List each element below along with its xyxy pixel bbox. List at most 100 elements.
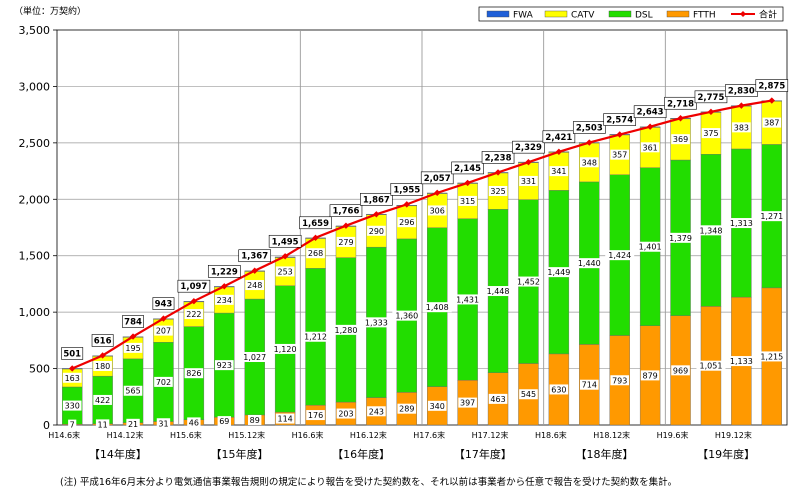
catv-value-label: 357 <box>612 151 627 160</box>
total-value-label: 2,503 <box>576 124 603 134</box>
catv-value-label: 207 <box>156 327 171 336</box>
catv-value-label: 383 <box>734 123 749 132</box>
dsl-label-bg <box>301 331 331 342</box>
catv-value-label: 375 <box>703 129 718 138</box>
catv-value-label: 325 <box>490 187 505 196</box>
total-label-box <box>664 96 697 110</box>
catv-label-bg <box>93 360 112 371</box>
ftth-label-bg <box>95 419 110 430</box>
ftth-label-bg <box>696 360 726 371</box>
ftth-value-label: 289 <box>399 405 414 414</box>
total-label-box <box>152 297 175 310</box>
total-point <box>342 222 350 229</box>
ftth-label-bg <box>68 419 77 430</box>
x-tick-label: H19.6末 <box>657 430 689 440</box>
catv-value-label: 195 <box>125 344 140 353</box>
y-tick-label: 1,500 <box>19 250 51 263</box>
total-point <box>738 102 745 109</box>
legend-label-total: 合計 <box>759 9 777 21</box>
ftth-label-bg <box>336 408 356 419</box>
ftth-value-label: 69 <box>219 417 229 426</box>
x-tick-label: H17.6末 <box>413 430 445 440</box>
y-tick-label: 2,000 <box>19 193 51 206</box>
dsl-value-label: 923 <box>217 361 232 370</box>
total-value-label: 1,229 <box>211 267 238 277</box>
ftth-value-label: 397 <box>460 399 475 408</box>
total-point <box>707 108 715 116</box>
total-label-box <box>207 264 241 278</box>
ftth-label-bg <box>248 414 262 425</box>
total-point <box>555 148 563 155</box>
dsl-value-label: 1,280 <box>335 326 358 335</box>
dsl-label-bg <box>605 250 635 261</box>
total-value-label: 1,097 <box>180 282 207 292</box>
total-value-label: 501 <box>63 349 81 359</box>
catv-label-bg <box>214 294 234 305</box>
dsl-label-bg <box>270 343 300 354</box>
catv-label-bg <box>154 325 173 336</box>
ftth-value-label: 1,215 <box>760 352 783 361</box>
ftth-label-bg <box>306 410 325 421</box>
dsl-value-label: 1,120 <box>274 345 297 354</box>
legend-label-catv: CATV <box>571 11 595 21</box>
dsl-label-bg <box>62 400 82 411</box>
total-point <box>160 315 167 322</box>
dsl-label-bg <box>184 368 204 379</box>
x-tick-label: H16.6末 <box>292 430 324 440</box>
total-label-box <box>572 121 606 134</box>
catv-label-bg <box>427 205 447 216</box>
total-label-box <box>390 183 424 196</box>
total-label-box <box>91 334 114 347</box>
total-label-box <box>61 347 84 360</box>
total-point <box>464 179 471 187</box>
ftth-label-bg <box>156 418 171 429</box>
dsl-value-label: 330 <box>65 402 80 411</box>
dsl-label-bg <box>726 218 756 229</box>
total-point <box>403 201 410 208</box>
legend-swatch-catv <box>544 10 568 18</box>
dsl-label-bg <box>93 394 112 405</box>
total-label-box <box>512 140 545 154</box>
ftth-label-bg <box>458 397 477 408</box>
ftth-label-bg <box>610 375 630 386</box>
dsl-label-bg <box>635 241 665 252</box>
total-value-label: 784 <box>124 318 142 328</box>
x-tick-label: H19.12末 <box>715 430 752 440</box>
ftth-value-label: 46 <box>189 418 199 427</box>
ftth-label-bg <box>427 400 447 411</box>
total-value-label: 1,955 <box>393 185 420 195</box>
ftth-label-bg <box>726 356 756 367</box>
total-point <box>646 123 654 130</box>
total-label-box <box>268 234 302 248</box>
catv-label-bg <box>549 166 569 177</box>
catv-label-bg <box>579 157 599 168</box>
total-value-label: 2,830 <box>728 87 755 97</box>
total-line <box>69 97 775 372</box>
catv-value-label: 315 <box>460 197 475 206</box>
ftth-value-label: 21 <box>128 420 138 429</box>
total-label-box <box>238 249 272 263</box>
dsl-value-label: 1,431 <box>456 295 479 304</box>
dsl-label-bg <box>123 385 143 396</box>
catv-label-bg <box>367 225 386 236</box>
dsl-value-label: 1,401 <box>639 243 662 252</box>
ftth-value-label: 463 <box>490 395 505 404</box>
ftth-value-label: 89 <box>250 416 260 425</box>
total-label-box <box>633 105 667 119</box>
ftth-label-bg <box>126 418 140 429</box>
ftth-value-label: 203 <box>338 410 353 419</box>
y-tick-label: 3,500 <box>19 24 51 37</box>
legend-label-dsl: DSL <box>635 11 653 21</box>
catv-value-label: 279 <box>338 238 353 247</box>
total-label-box <box>299 216 332 230</box>
total-value-label: 2,718 <box>667 99 694 109</box>
y-tick-label: 500 <box>29 363 50 376</box>
dsl-label-bg <box>240 352 270 363</box>
total-point <box>221 283 228 290</box>
ftth-value-label: 969 <box>673 366 688 375</box>
catv-label-bg <box>275 266 295 277</box>
legend-label-fwa: FWA <box>513 11 534 21</box>
catv-label-bg <box>732 122 751 133</box>
total-label-box <box>122 315 144 328</box>
catv-value-label: 163 <box>65 374 80 383</box>
